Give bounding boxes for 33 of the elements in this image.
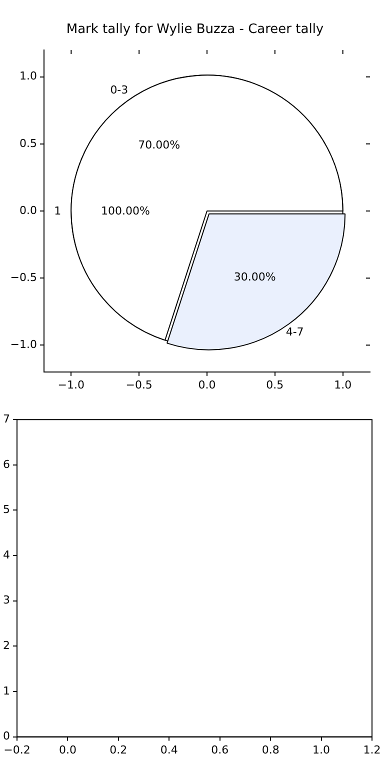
y-tick-label: 0.5 (20, 136, 37, 150)
y-tick-label: 6 (3, 458, 10, 471)
y-tick-label: 0.0 (20, 204, 37, 217)
x-tick-label: 0.0 (198, 378, 216, 392)
slice-label: 4-7 (286, 325, 304, 338)
y-tick-label: 7 (3, 412, 10, 426)
slice-label: 0-3 (110, 84, 128, 97)
y-tick-label: 3 (3, 594, 10, 607)
y-tick-label: 1 (3, 684, 10, 698)
x-tick-label: 0.2 (110, 743, 128, 756)
chart-title: Mark tally for Wylie Buzza - Career tally (65, 22, 325, 37)
slice-label: 1 (54, 204, 62, 218)
y-tick-label: 2 (3, 639, 10, 652)
x-tick-label: 0.0 (58, 743, 76, 756)
y-tick-label: 5 (3, 503, 10, 516)
data-label: 30.00% (234, 270, 276, 284)
x-tick-label: 0.5 (266, 378, 284, 392)
data-label: 100.00% (101, 204, 150, 218)
y-tick-label: 4 (3, 548, 10, 562)
x-tick-label: −0.5 (126, 378, 152, 392)
x-tick-label: 1.2 (363, 743, 381, 756)
x-tick-label: 1.0 (334, 378, 352, 392)
y-tick-label: 0 (3, 730, 10, 743)
x-tick-label: 0.8 (262, 743, 280, 756)
data-label: 70.00% (138, 138, 180, 152)
x-tick-label: 0.6 (211, 743, 229, 756)
y-tick-label: −1.0 (10, 338, 37, 352)
x-tick-label: 0.4 (160, 743, 178, 756)
x-tick-label: −1.0 (58, 378, 85, 392)
y-tick-label: −0.5 (10, 270, 37, 284)
x-tick-label: 1.0 (312, 743, 330, 756)
x-tick-label: −0.2 (4, 743, 30, 756)
y-tick-label: 1.0 (20, 70, 37, 83)
